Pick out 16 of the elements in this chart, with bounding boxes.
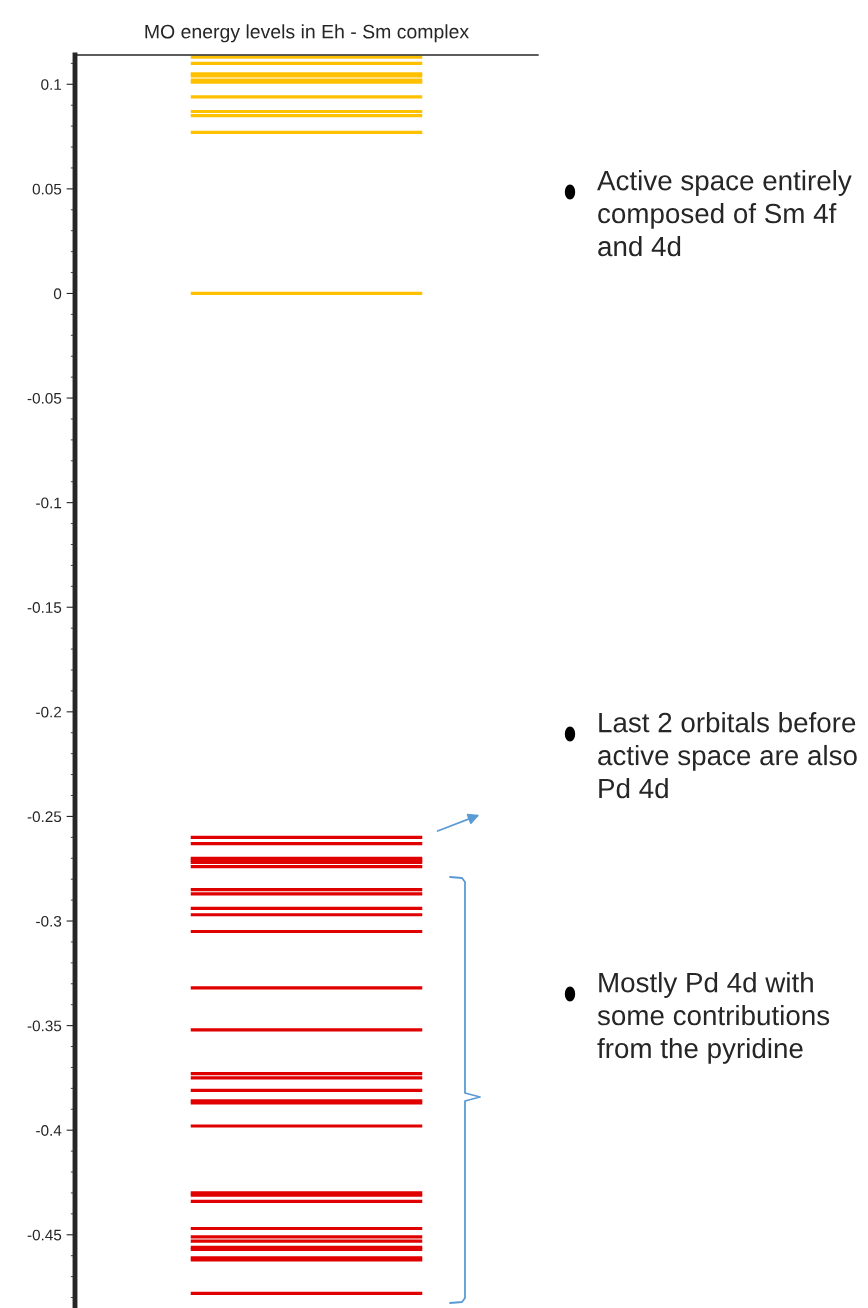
y-tick-label: -0.1	[36, 497, 62, 509]
text: Active space entirely composed of Sm 4f and 4d	[597, 170, 852, 257]
y-tick-label: 0.1	[41, 79, 62, 90]
y-tick-label: -0.25	[27, 811, 62, 823]
y-tick-label: -0.2	[36, 706, 62, 718]
y-tick-label: -0.35	[27, 1020, 62, 1032]
y-tick-label: 0.05	[32, 183, 62, 195]
y-tick-label: -0.3	[36, 915, 62, 927]
y-tick-label: 0	[53, 288, 62, 300]
chart-title: MO energy levels in Eh - Sm complex	[145, 24, 469, 43]
y-tick-label: -0.15	[27, 602, 62, 613]
text: Last 2 orbitals before active space are also Pd 4d	[598, 712, 857, 799]
text: Mostly Pd 4d with some contributions from the pyridine	[597, 972, 830, 1064]
y-tick-label: -0.45	[27, 1229, 62, 1241]
y-tick-label: -0.05	[27, 392, 62, 404]
y-tick-label: -0.4	[36, 1125, 62, 1136]
